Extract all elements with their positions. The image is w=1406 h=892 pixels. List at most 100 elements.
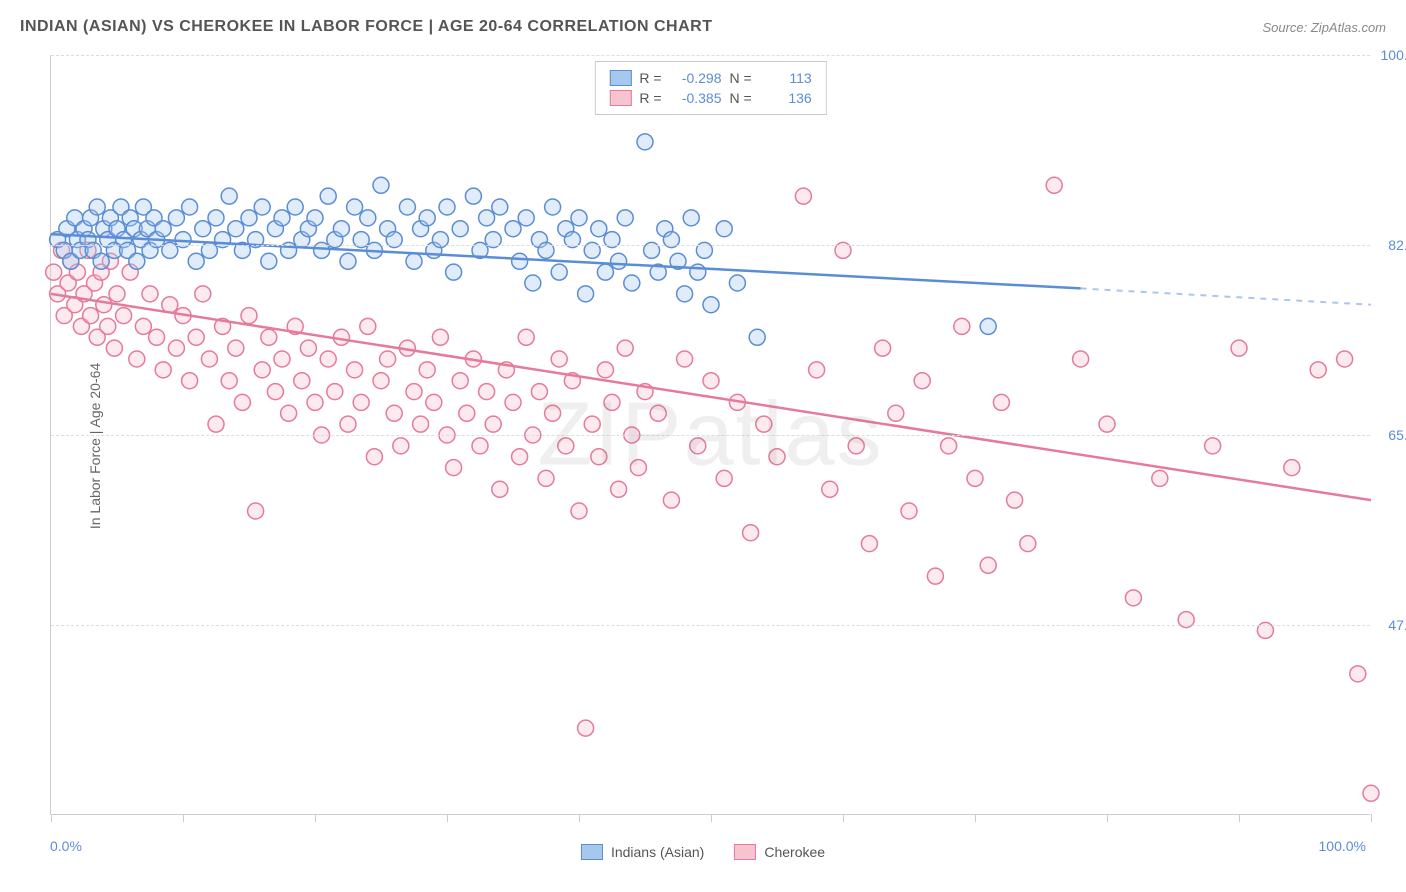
data-point — [1337, 351, 1353, 367]
data-point — [492, 199, 508, 215]
x-tick — [579, 814, 580, 822]
data-point — [241, 210, 257, 226]
data-point — [571, 503, 587, 519]
chart-header: INDIAN (ASIAN) VS CHEROKEE IN LABOR FORC… — [20, 18, 1386, 36]
x-tick — [51, 814, 52, 822]
data-point — [386, 405, 402, 421]
data-point — [100, 318, 116, 334]
data-point — [584, 416, 600, 432]
x-axis-min-label: 0.0% — [50, 838, 82, 854]
data-point — [624, 275, 640, 291]
data-point — [578, 286, 594, 302]
x-tick — [1107, 814, 1108, 822]
swatch-cherokee-icon — [734, 844, 756, 860]
data-point — [538, 470, 554, 486]
legend-label-indians: Indians (Asian) — [611, 844, 704, 860]
n-value-cherokee: 136 — [760, 90, 812, 106]
data-point — [96, 297, 112, 313]
legend-row-cherokee: R = -0.385 N = 136 — [609, 88, 811, 108]
data-point — [208, 210, 224, 226]
data-point — [518, 329, 534, 345]
data-point — [1205, 438, 1221, 454]
data-point — [630, 460, 646, 476]
data-point — [155, 221, 171, 237]
x-tick — [975, 814, 976, 822]
data-point — [1231, 340, 1247, 356]
data-point — [663, 492, 679, 508]
data-point — [795, 188, 811, 204]
x-tick — [447, 814, 448, 822]
data-point — [83, 308, 99, 324]
x-tick — [711, 814, 712, 822]
data-point — [756, 416, 772, 432]
data-point — [261, 253, 277, 269]
data-point — [452, 373, 468, 389]
data-point — [690, 264, 706, 280]
data-point — [46, 264, 62, 280]
data-point — [446, 460, 462, 476]
data-point — [452, 221, 468, 237]
data-point — [1020, 536, 1036, 552]
data-point — [149, 329, 165, 345]
data-point — [228, 221, 244, 237]
data-point — [419, 362, 435, 378]
data-point — [93, 253, 109, 269]
data-point — [320, 351, 336, 367]
data-point — [129, 253, 145, 269]
data-point — [485, 416, 501, 432]
data-point — [373, 177, 389, 193]
data-point — [360, 210, 376, 226]
correlation-legend: R = -0.298 N = 113 R = -0.385 N = 136 — [594, 61, 826, 115]
data-point — [261, 329, 277, 345]
data-point — [393, 438, 409, 454]
data-point — [406, 384, 422, 400]
data-point — [188, 329, 204, 345]
data-point — [195, 286, 211, 302]
data-point — [228, 340, 244, 356]
data-point — [327, 384, 343, 400]
data-point — [512, 449, 528, 465]
data-point — [142, 286, 158, 302]
data-point — [307, 210, 323, 226]
x-axis-max-label: 100.0% — [1319, 838, 1366, 854]
swatch-cherokee — [609, 90, 631, 106]
gridline — [51, 435, 1370, 436]
data-point — [597, 362, 613, 378]
data-point — [993, 394, 1009, 410]
data-point — [360, 318, 376, 334]
gridline — [51, 55, 1370, 56]
data-point — [109, 286, 125, 302]
data-point — [287, 199, 303, 215]
data-point — [116, 308, 132, 324]
legend-item-indians: Indians (Asian) — [581, 844, 704, 860]
data-point — [406, 253, 422, 269]
data-point — [347, 362, 363, 378]
y-tick-label: 47.5% — [1388, 617, 1406, 633]
data-point — [353, 394, 369, 410]
data-point — [241, 308, 257, 324]
data-point — [637, 134, 653, 150]
data-point — [135, 318, 151, 334]
data-point — [875, 340, 891, 356]
data-point — [168, 340, 184, 356]
data-point — [380, 351, 396, 367]
data-point — [901, 503, 917, 519]
data-point — [729, 275, 745, 291]
data-point — [89, 199, 105, 215]
data-point — [1125, 590, 1141, 606]
data-point — [300, 340, 316, 356]
data-point — [677, 286, 693, 302]
x-tick — [843, 814, 844, 822]
data-point — [617, 210, 633, 226]
data-point — [439, 199, 455, 215]
chart-plot-area: R = -0.298 N = 113 R = -0.385 N = 136 ZI… — [50, 55, 1370, 815]
data-point — [274, 210, 290, 226]
y-tick-label: 65.0% — [1388, 427, 1406, 443]
y-tick-label: 82.5% — [1388, 237, 1406, 253]
data-point — [1007, 492, 1023, 508]
data-point — [571, 210, 587, 226]
data-point — [195, 221, 211, 237]
data-point — [274, 351, 290, 367]
data-point — [914, 373, 930, 389]
data-point — [479, 384, 495, 400]
